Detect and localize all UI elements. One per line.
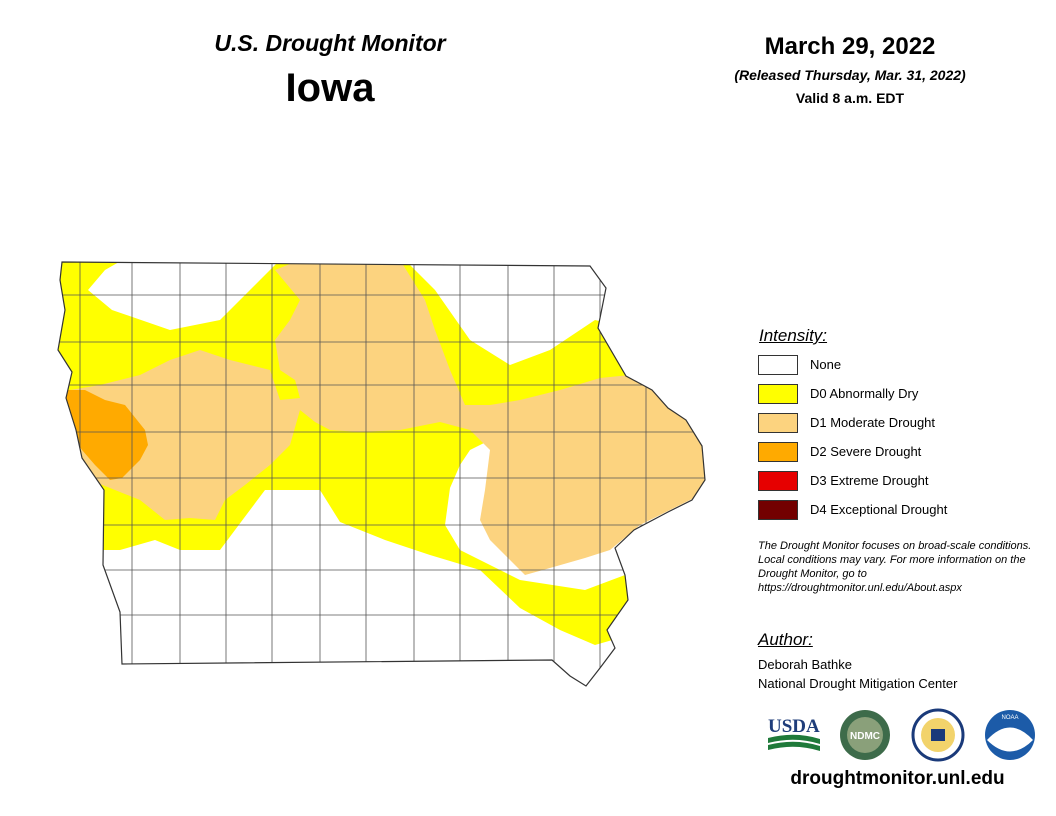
legend-swatch [758, 471, 798, 491]
legend-title: Intensity: [759, 326, 828, 345]
legend-label: None [810, 357, 842, 372]
usda-logo-text: USDA [768, 716, 820, 737]
legend-swatch [758, 442, 798, 462]
state-outline [57, 261, 706, 687]
d0-abnormally-dry-area [58, 262, 652, 645]
legend-swatch [758, 355, 798, 375]
author-title: Author: [758, 630, 813, 649]
legend-label: D2 Severe Drought [810, 444, 922, 459]
noaa-logo: NOAA [985, 710, 1035, 760]
legend-label: D4 Exceptional Drought [810, 502, 948, 517]
usda-logo: USDA [768, 716, 820, 751]
ndmc-logo-text: NDMC [850, 731, 880, 742]
iowa-drought-map [57, 261, 706, 687]
release-date: (Released Thursday, Mar. 31, 2022) [734, 67, 966, 83]
website-url[interactable]: droughtmonitor.unl.edu [790, 768, 1005, 789]
legend-swatch [758, 384, 798, 404]
d1-moderate-drought-area [70, 262, 705, 575]
author-org: National Drought Mitigation Center [758, 676, 958, 691]
ndmc-logo: NDMC [840, 710, 890, 760]
valid-time: Valid 8 a.m. EDT [795, 90, 905, 106]
author-name: Deborah Bathke [758, 657, 852, 672]
d2-severe-drought-area [65, 390, 148, 480]
legend-swatch [758, 500, 798, 520]
doc-seal-logo [911, 708, 965, 762]
legend-label: D0 Abnormally Dry [810, 386, 919, 401]
map-subtitle: U.S. Drought Monitor [214, 30, 446, 56]
state-title: Iowa [285, 66, 375, 110]
disclaimer-text: The Drought Monitor focuses on broad-sca… [758, 540, 1032, 594]
map-date: March 29, 2022 [764, 33, 936, 60]
noaa-logo-text: NOAA [1001, 715, 1018, 721]
partner-logos: USDA NDMC NOAA [768, 708, 1035, 762]
legend-label: D3 Extreme Drought [810, 473, 929, 488]
legend-label: D1 Moderate Drought [810, 415, 936, 430]
legend-swatch [758, 413, 798, 433]
